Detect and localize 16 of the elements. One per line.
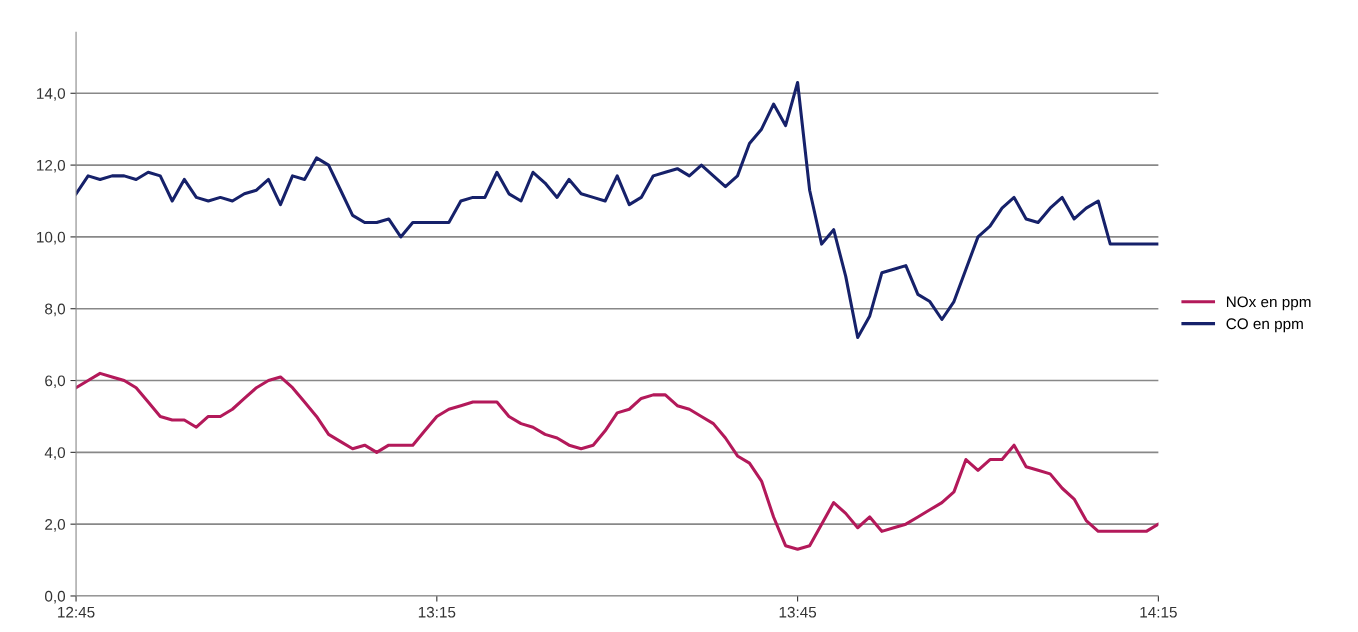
x-tick-label: 13:45 xyxy=(779,606,817,618)
line-series xyxy=(76,80,1159,339)
x-tick-label: 13:15 xyxy=(418,606,456,618)
line-series xyxy=(76,371,1159,551)
y-tick-label: 6,0 xyxy=(45,375,66,389)
x-tick-label: 14:15 xyxy=(1140,606,1177,618)
legend-label: NOx en ppm xyxy=(1226,296,1311,311)
y-tick-label: 14,0 xyxy=(37,88,66,101)
y-tick-label: 4,0 xyxy=(44,447,66,460)
y-tick-label: 10,0 xyxy=(37,231,66,245)
y-tick-label: 0,0 xyxy=(44,590,66,604)
x-tick-label: 12:45 xyxy=(58,606,95,618)
y-tick-label: 12,0 xyxy=(37,159,66,173)
y-tick-label: 8,0 xyxy=(45,303,66,317)
y-tick-label: 2,0 xyxy=(45,519,66,532)
legend-label: CO en ppm xyxy=(1226,318,1303,333)
